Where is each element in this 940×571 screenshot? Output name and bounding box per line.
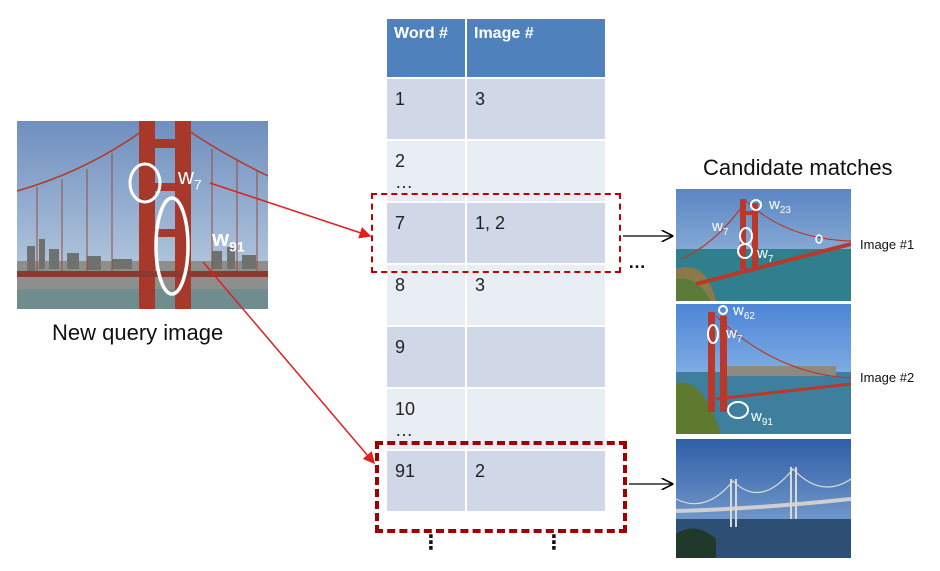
img1-w7a-label: w7 xyxy=(712,218,728,238)
candidate-image-3 xyxy=(676,439,851,558)
img1-w23-sub: 23 xyxy=(779,205,791,216)
row-word: 91 xyxy=(387,451,467,511)
row-word: 7 xyxy=(387,203,467,263)
img2-w62-base: w xyxy=(733,302,744,319)
inverted-index-table: Word # Image # 1 3 2 … 7 1, 2 8 3 9 10 …… xyxy=(387,19,605,511)
img2-w62-sub: 62 xyxy=(743,311,755,322)
img1-w7b-base: w xyxy=(757,245,768,262)
row-word: 9 xyxy=(387,327,467,387)
img2-w7-sub: 7 xyxy=(736,334,743,345)
table-row: 1 3 xyxy=(387,77,605,139)
row-word: 1 xyxy=(387,79,467,139)
row-word: 10 … xyxy=(387,389,467,449)
table-row: 91 2 xyxy=(387,449,605,511)
query-image xyxy=(17,121,268,309)
img1-w7a-sub: 7 xyxy=(722,227,729,238)
row-images: 3 xyxy=(475,89,486,109)
query-word-w91-label: w91 xyxy=(212,226,245,254)
arrow-w91-to-table xyxy=(202,261,375,465)
row-word: 8 xyxy=(387,265,467,325)
img2-w62-label: w62 xyxy=(733,302,755,322)
img1-w23-base: w xyxy=(769,196,780,213)
query-word-w7-base: w xyxy=(178,164,194,189)
table-header: Word # Image # xyxy=(387,19,605,77)
table-row: 2 … xyxy=(387,139,605,201)
image2-label: Image #2 xyxy=(860,370,915,385)
results-ellipsis: … xyxy=(628,252,646,272)
img1-w7a-base: w xyxy=(712,218,723,235)
img2-w91-base: w xyxy=(751,408,762,425)
image1-label: Image #1 xyxy=(860,237,915,252)
header-image: Image # xyxy=(474,25,534,42)
highlight-box-w7 xyxy=(371,193,621,273)
candidate-image-2 xyxy=(676,304,851,434)
img2-w91-label: w91 xyxy=(751,408,773,428)
img1-w7b-label: w7 xyxy=(757,245,773,265)
query-word-w7-label: w7 xyxy=(178,164,202,192)
row-word: 2 … xyxy=(387,141,467,201)
row-images: 3 xyxy=(475,275,486,295)
img2-w91-sub: 91 xyxy=(761,417,773,428)
candidates-title: Candidate matches xyxy=(703,155,893,180)
table-row: 9 xyxy=(387,325,605,387)
table-row: 10 … xyxy=(387,387,605,449)
table-row: 7 1, 2 xyxy=(387,201,605,263)
query-word-w7-sub: 7 xyxy=(193,176,202,193)
query-caption: New query image xyxy=(52,320,224,345)
table-more-left: ⋮ xyxy=(421,532,441,554)
img1-w23-label: w23 xyxy=(769,196,791,216)
table-row: 8 3 xyxy=(387,263,605,325)
img2-w7-label: w7 xyxy=(726,325,742,345)
img1-w7b-sub: 7 xyxy=(767,254,774,265)
candidate-image-1 xyxy=(676,189,851,301)
query-word-w91-base: w xyxy=(212,226,230,251)
row-images: 2 xyxy=(475,461,486,481)
table-more-right: ⋮ xyxy=(544,532,564,554)
query-word-w91-sub: 91 xyxy=(229,238,245,255)
img2-w7-base: w xyxy=(726,325,737,342)
highlight-box-w91 xyxy=(375,441,627,533)
header-word: Word # xyxy=(387,19,467,77)
row-images: 1, 2 xyxy=(475,213,506,233)
arrow-w7-to-table xyxy=(209,182,372,239)
